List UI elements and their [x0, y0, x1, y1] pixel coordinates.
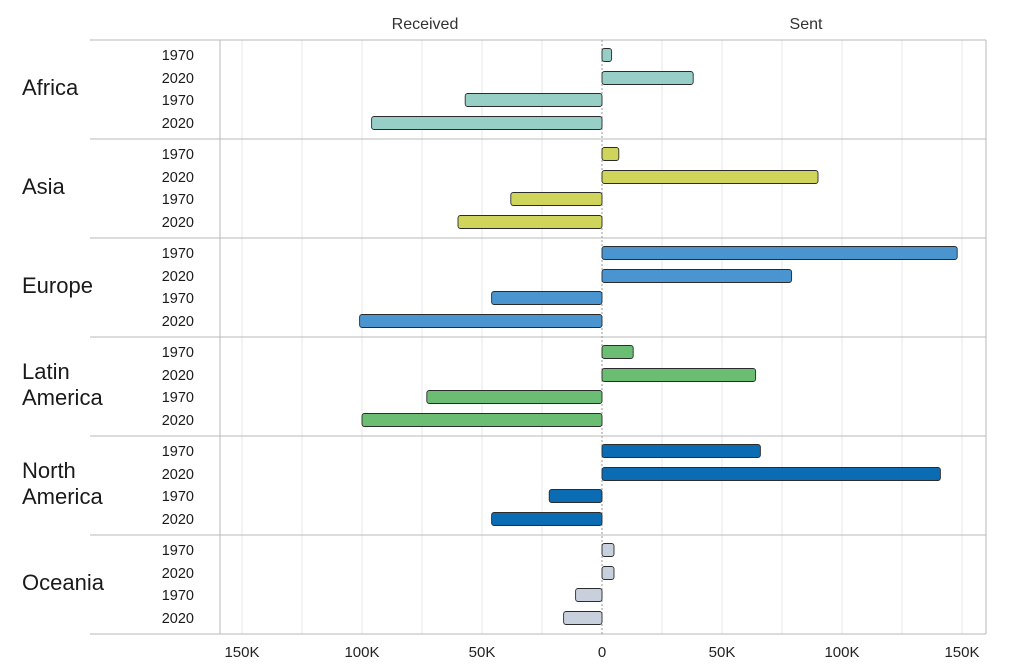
x-tick-label: 100K: [824, 644, 859, 661]
region-label: America: [22, 484, 103, 509]
bar: [601, 368, 757, 382]
region-label: Africa: [22, 75, 79, 100]
x-tick-label: 100K: [344, 644, 379, 661]
bar: [601, 147, 620, 161]
bar: [601, 48, 613, 62]
year-label: 2020: [162, 368, 194, 384]
bar: [548, 489, 603, 503]
year-label: 2020: [162, 512, 194, 528]
bar: [359, 314, 603, 328]
year-label: 1970: [162, 147, 194, 163]
year-label: 2020: [162, 467, 194, 483]
bar: [361, 413, 603, 427]
bar: [457, 215, 603, 229]
bar: [491, 291, 603, 305]
year-label: 1970: [162, 192, 194, 208]
region-label: North: [22, 458, 76, 483]
year-label: 1970: [162, 48, 194, 64]
region-label: Europe: [22, 273, 93, 298]
year-label: 1970: [162, 444, 194, 460]
year-label: 2020: [162, 215, 194, 231]
panel-header-received: Received: [392, 16, 459, 33]
year-label: 2020: [162, 269, 194, 285]
region-label: Latin: [22, 359, 70, 384]
year-label: 1970: [162, 345, 194, 361]
bar: [371, 116, 603, 130]
year-label: 2020: [162, 116, 194, 132]
bar: [563, 611, 603, 625]
bar: [510, 192, 603, 206]
region-label: Oceania: [22, 570, 105, 595]
bar: [601, 170, 819, 184]
bar: [601, 566, 615, 580]
year-label: 1970: [162, 291, 194, 307]
bar: [601, 345, 634, 359]
year-label: 1970: [162, 246, 194, 262]
year-label: 1970: [162, 543, 194, 559]
x-tick-label: 150K: [224, 644, 259, 661]
x-tick-label: 50K: [469, 644, 496, 661]
bar: [601, 71, 694, 85]
region-label: Asia: [22, 174, 66, 199]
year-label: 1970: [162, 390, 194, 406]
x-tick-label: 50K: [709, 644, 736, 661]
year-label: 2020: [162, 566, 194, 582]
year-label: 2020: [162, 413, 194, 429]
bar: [575, 588, 603, 602]
year-label: 2020: [162, 71, 194, 87]
year-label: 1970: [162, 588, 194, 604]
year-label: 2020: [162, 170, 194, 186]
panel-header-sent: Sent: [790, 16, 823, 33]
bar: [426, 390, 603, 404]
bar: [464, 93, 603, 107]
bar: [601, 246, 958, 260]
bar: [601, 444, 761, 458]
x-tick-label: 150K: [944, 644, 979, 661]
bar: [601, 269, 793, 283]
year-label: 1970: [162, 489, 194, 505]
bar: [601, 543, 615, 557]
region-label: America: [22, 385, 103, 410]
year-label: 2020: [162, 611, 194, 627]
x-tick-label: 0: [598, 644, 606, 661]
bar: [601, 467, 941, 481]
year-label: 2020: [162, 314, 194, 330]
bar: [491, 512, 603, 526]
year-label: 1970: [162, 93, 194, 109]
